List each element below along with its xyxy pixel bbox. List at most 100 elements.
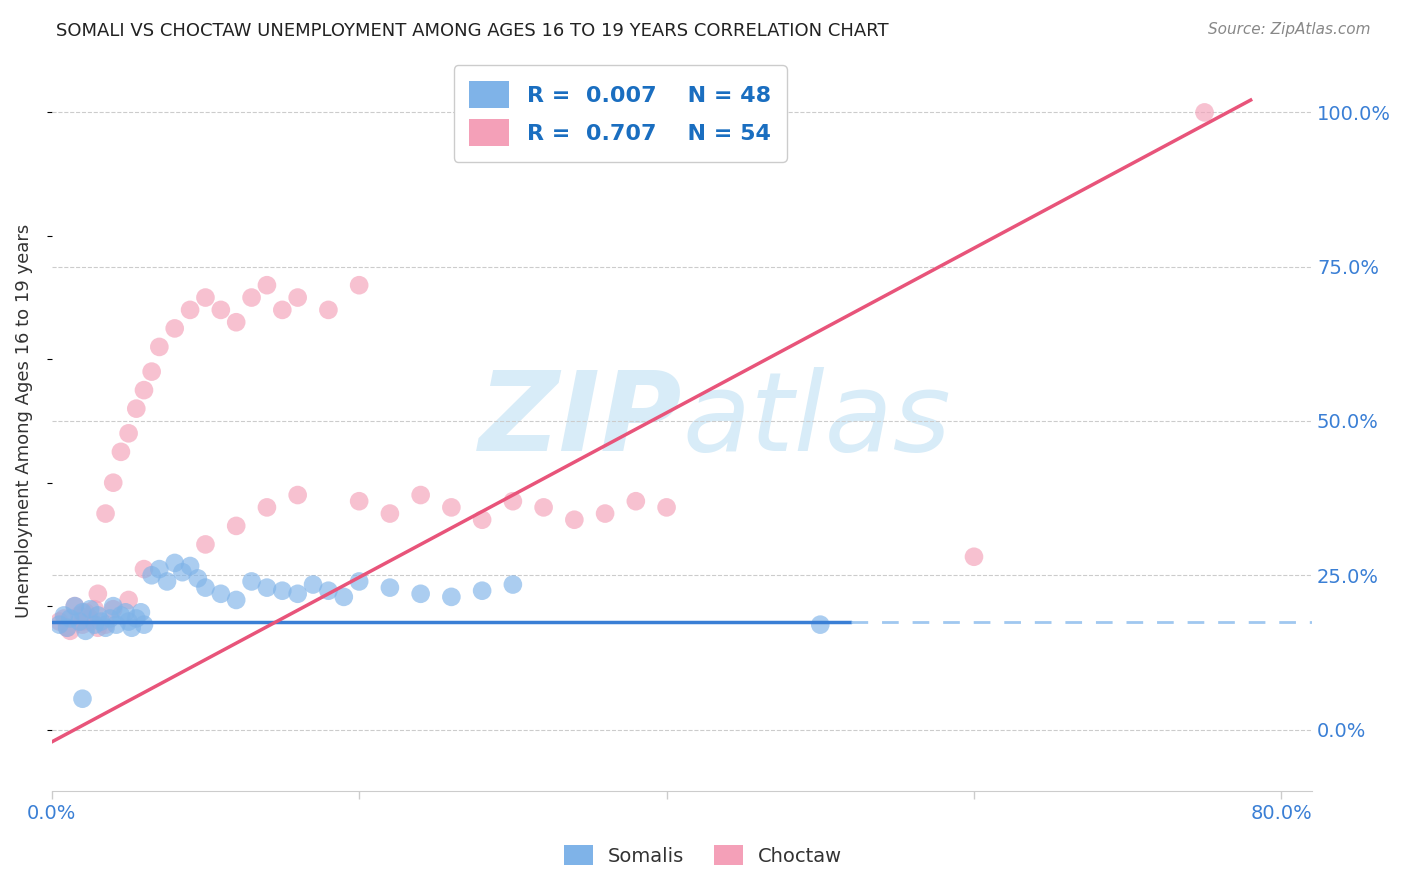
Point	[103, 599, 125, 614]
Point	[240, 574, 263, 589]
Point	[59, 624, 82, 638]
Point	[87, 621, 110, 635]
Point	[56, 621, 79, 635]
Point	[655, 500, 678, 515]
Point	[72, 691, 94, 706]
Point	[53, 608, 76, 623]
Point	[75, 624, 97, 638]
Point	[471, 583, 494, 598]
Point	[287, 587, 309, 601]
Y-axis label: Unemployment Among Ages 16 to 19 years: Unemployment Among Ages 16 to 19 years	[15, 224, 32, 618]
Point	[141, 365, 163, 379]
Point	[72, 617, 94, 632]
Point	[172, 565, 194, 579]
Point	[83, 617, 105, 632]
Point	[347, 278, 370, 293]
Point	[129, 605, 152, 619]
Point	[98, 611, 121, 625]
Point	[56, 621, 79, 635]
Point	[117, 615, 139, 629]
Point	[53, 611, 76, 625]
Point	[103, 475, 125, 490]
Point	[94, 621, 117, 635]
Point	[502, 494, 524, 508]
Point	[347, 494, 370, 508]
Point	[125, 611, 148, 625]
Point	[94, 617, 117, 632]
Point	[105, 617, 128, 632]
Point	[79, 602, 101, 616]
Point	[148, 340, 170, 354]
Point	[209, 302, 232, 317]
Text: SOMALI VS CHOCTAW UNEMPLOYMENT AMONG AGES 16 TO 19 YEARS CORRELATION CHART: SOMALI VS CHOCTAW UNEMPLOYMENT AMONG AGE…	[56, 22, 889, 40]
Point	[271, 302, 294, 317]
Point	[593, 507, 616, 521]
Point	[90, 615, 112, 629]
Point	[624, 494, 647, 508]
Point	[440, 590, 463, 604]
Point	[63, 599, 86, 614]
Point	[1194, 105, 1216, 120]
Point	[132, 383, 155, 397]
Point	[562, 513, 585, 527]
Point	[187, 571, 209, 585]
Point	[378, 507, 401, 521]
Point	[163, 321, 186, 335]
Point	[409, 488, 432, 502]
Point	[209, 587, 232, 601]
Point	[48, 617, 70, 632]
Point	[67, 608, 90, 623]
Point	[148, 562, 170, 576]
Point	[347, 574, 370, 589]
Point	[318, 583, 340, 598]
Point	[225, 593, 247, 607]
Point	[333, 590, 356, 604]
Point	[132, 617, 155, 632]
Point	[179, 559, 201, 574]
Point	[94, 507, 117, 521]
Point	[287, 488, 309, 502]
Text: Source: ZipAtlas.com: Source: ZipAtlas.com	[1208, 22, 1371, 37]
Point	[121, 621, 143, 635]
Point	[271, 583, 294, 598]
Point	[256, 500, 278, 515]
Point	[318, 302, 340, 317]
Point	[72, 605, 94, 619]
Point	[67, 615, 90, 629]
Point	[225, 519, 247, 533]
Point	[440, 500, 463, 515]
Point	[117, 593, 139, 607]
Point	[110, 445, 132, 459]
Point	[194, 291, 217, 305]
Point	[963, 549, 986, 564]
Point	[83, 602, 105, 616]
Point	[141, 568, 163, 582]
Point	[59, 611, 82, 625]
Point	[302, 577, 325, 591]
Point	[87, 608, 110, 623]
Text: atlas: atlas	[682, 368, 950, 475]
Point	[256, 581, 278, 595]
Point	[48, 615, 70, 629]
Point	[378, 581, 401, 595]
Point	[114, 605, 136, 619]
Point	[117, 426, 139, 441]
Point	[471, 513, 494, 527]
Point	[156, 574, 179, 589]
Point	[502, 577, 524, 591]
Point	[256, 278, 278, 293]
Point	[179, 302, 201, 317]
Legend: R =  0.007    N = 48, R =  0.707    N = 54: R = 0.007 N = 48, R = 0.707 N = 54	[454, 65, 786, 162]
Point	[194, 581, 217, 595]
Point	[103, 602, 125, 616]
Point	[125, 401, 148, 416]
Point	[79, 615, 101, 629]
Point	[110, 608, 132, 623]
Point	[75, 605, 97, 619]
Point	[533, 500, 555, 515]
Point	[87, 587, 110, 601]
Point	[72, 615, 94, 629]
Text: ZIP: ZIP	[478, 368, 682, 475]
Point	[79, 611, 101, 625]
Point	[808, 617, 831, 632]
